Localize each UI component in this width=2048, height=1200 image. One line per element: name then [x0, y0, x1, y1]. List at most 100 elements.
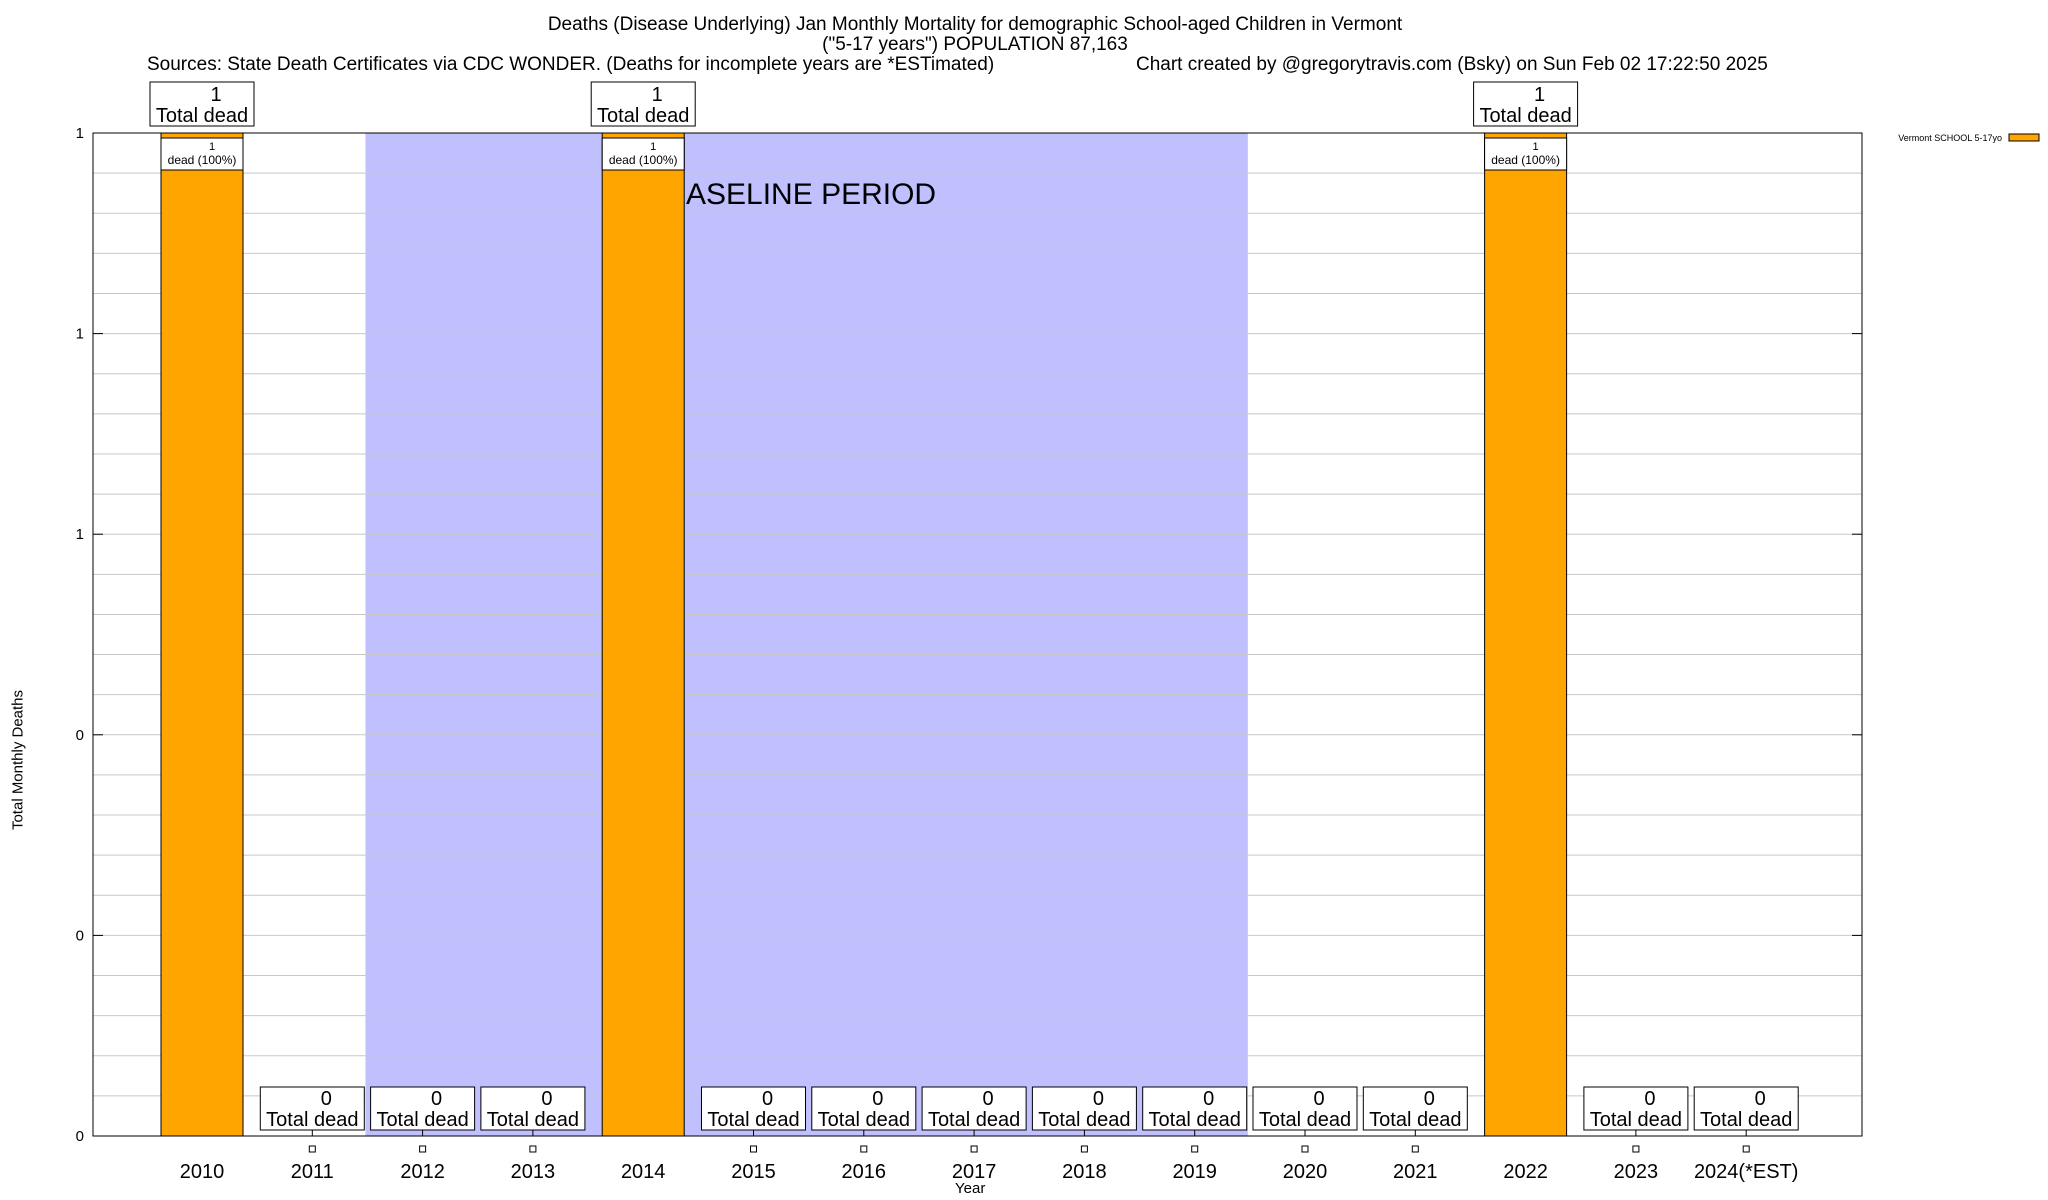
y-tick-label: 0: [76, 727, 84, 744]
zero-marker: [1080, 1145, 1088, 1153]
total-label-text: Total dead: [1038, 1109, 1130, 1131]
segment-label-text: dead (100%): [1491, 153, 1560, 167]
y-tick-label: 1: [76, 526, 84, 543]
bar: [601, 132, 685, 1137]
total-label-text: Total dead: [1700, 1109, 1792, 1131]
total-label-value: 0: [1313, 1088, 1324, 1110]
zero-marker: [419, 1145, 427, 1153]
total-label-box: [1252, 1086, 1358, 1131]
zero-marker: [1742, 1145, 1750, 1153]
zero-marker: [308, 1145, 316, 1153]
segment-label-text: dead (100%): [609, 153, 678, 167]
total-label-value: 0: [872, 1088, 883, 1110]
total-label-value: 1: [210, 84, 221, 106]
x-tick-label: 2014: [621, 1161, 666, 1183]
total-label-value: 1: [1534, 84, 1545, 106]
total-label-value: 0: [431, 1088, 442, 1110]
x-tick-label: 2024(*EST): [1694, 1161, 1799, 1183]
total-label-value: 0: [762, 1088, 773, 1110]
x-tick-label: 2013: [511, 1161, 556, 1183]
total-label-box: [811, 1086, 917, 1131]
segment-label-value: 1: [209, 141, 215, 153]
chart-sources: Sources: State Death Certificates via CD…: [147, 54, 995, 75]
total-label-text: Total dead: [1369, 1109, 1461, 1131]
total-label-box: [480, 1086, 586, 1131]
x-axis-label: Year: [955, 1180, 986, 1197]
total-label-box: [370, 1086, 476, 1131]
legend-entry-label: Vermont SCHOOL 5-17yo: [1898, 133, 2002, 143]
x-tick-label: 2015: [731, 1161, 776, 1183]
total-label-box: [1031, 1086, 1137, 1131]
zero-marker: [970, 1145, 978, 1153]
x-tick-label: 2017: [952, 1161, 997, 1183]
segment-label-text: dead (100%): [168, 153, 237, 167]
x-tick-label: 2020: [1283, 1161, 1328, 1183]
y-tick-label: 0: [76, 927, 84, 944]
x-tick-label: 2022: [1503, 1161, 1548, 1183]
zero-marker: [1301, 1145, 1309, 1153]
total-label-value: 1: [652, 84, 663, 106]
total-label-box: [1362, 1086, 1468, 1131]
x-tick-label: 2016: [842, 1161, 887, 1183]
y-axis-label-text: Total Monthly Deaths: [9, 689, 27, 831]
zero-marker: [750, 1145, 757, 1153]
zero-marker: [1191, 1145, 1199, 1153]
segment-label-value: 1: [1533, 141, 1539, 153]
total-label-box: [921, 1086, 1027, 1131]
total-label-text: Total dead: [1590, 1109, 1682, 1131]
zero-marker: [1411, 1145, 1419, 1153]
chart-title-line2: ("5-17 years") POPULATION 87,163: [822, 34, 1128, 55]
baseline-period-label: BASELINE PERIOD: [666, 178, 936, 211]
segment-label-box: [160, 137, 244, 171]
zero-marker: [529, 1145, 537, 1153]
y-tick-label: 1: [76, 125, 84, 142]
chart-title-line1: Deaths (Disease Underlying) Jan Monthly …: [547, 14, 1403, 35]
x-tick-label: 2012: [400, 1161, 445, 1183]
total-label-value: 0: [1755, 1088, 1766, 1110]
total-label-value: 0: [1644, 1088, 1655, 1110]
x-tick-label: 2011: [291, 1161, 334, 1183]
total-label-box: [1693, 1086, 1799, 1131]
total-label-box: [701, 1086, 806, 1131]
x-tick-label: 2021: [1393, 1161, 1438, 1183]
total-label-text: Total dead: [928, 1109, 1020, 1131]
total-label-text: Total dead: [1149, 1109, 1241, 1131]
total-label-text: Total dead: [707, 1109, 799, 1131]
total-label-box: [259, 1086, 365, 1131]
total-label-box: [1142, 1086, 1248, 1131]
total-label-text: Total dead: [376, 1109, 468, 1131]
plot-frame: [92, 132, 1863, 1137]
total-label-box: [590, 81, 696, 127]
total-label-text: Total dead: [818, 1109, 910, 1131]
total-label-text: Total dead: [597, 105, 689, 127]
total-label-value: 0: [1203, 1088, 1214, 1110]
total-label-value: 0: [321, 1088, 332, 1110]
x-tick-label: 2023: [1614, 1161, 1659, 1183]
total-label-value: 0: [1093, 1088, 1104, 1110]
total-label-value: 0: [983, 1088, 994, 1110]
bar: [160, 132, 244, 1137]
zero-marker: [860, 1145, 868, 1153]
y-tick-label: 0: [76, 1128, 84, 1145]
segment-label-box: [601, 137, 685, 171]
x-tick-label: 2010: [180, 1161, 225, 1183]
total-label-value: 0: [1424, 1088, 1435, 1110]
total-label-box: [149, 81, 255, 127]
chart-credit: Chart created by @gregorytravis.com (Bsk…: [1136, 54, 1768, 75]
total-label-box: [1583, 1086, 1689, 1131]
total-label-text: Total dead: [156, 105, 248, 127]
total-label-text: Total dead: [266, 1109, 358, 1131]
total-label-value: 0: [541, 1088, 552, 1110]
total-label-box: [1473, 81, 1579, 127]
total-label-text: Total dead: [487, 1109, 579, 1131]
baseline-period-shade: [365, 133, 1248, 1136]
x-tick-label: 2019: [1172, 1161, 1217, 1183]
zero-marker: [1632, 1145, 1640, 1153]
total-label-text: Total dead: [1479, 105, 1571, 127]
bar: [1484, 132, 1568, 1137]
segment-label-box: [1484, 137, 1568, 171]
total-label-text: Total dead: [1259, 1109, 1351, 1131]
segment-label-value: 1: [650, 141, 656, 153]
y-tick-label: 1: [76, 326, 84, 343]
